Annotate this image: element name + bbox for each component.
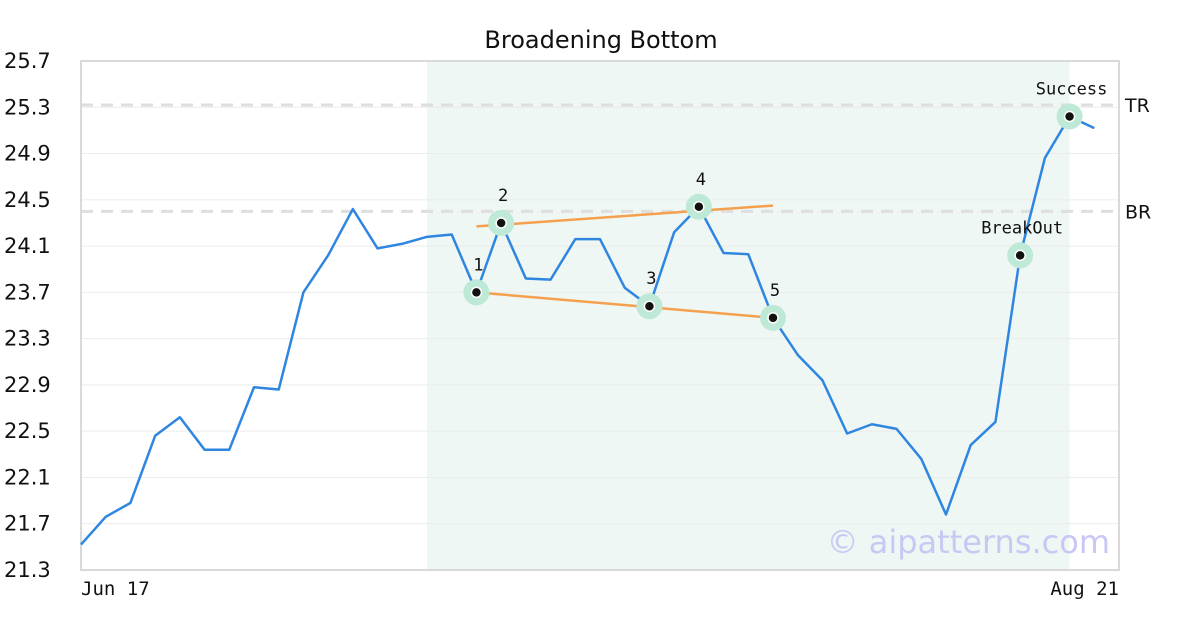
y-tick-label: 21.3 (4, 558, 51, 582)
watermark: © aipatterns.com (827, 523, 1110, 561)
trend-lines-layer (476, 204, 774, 320)
y-tick-label: 25.7 (4, 49, 51, 73)
y-tick-label: 23.7 (4, 280, 51, 304)
y-tick-label: 22.1 (4, 465, 51, 489)
y-tick-label: 25.3 (4, 95, 51, 119)
key-point-label: Success (1036, 80, 1108, 100)
x-tick-label: Aug 21 (1050, 578, 1119, 600)
key-point-label: 1 (473, 255, 483, 275)
y-tick-label: 22.5 (4, 419, 51, 443)
key-point-marker (1014, 249, 1026, 262)
key-point-marker (643, 300, 656, 312)
key-points-layer: 1 2 3 4 5 BreakOut Success (463, 80, 1107, 331)
y-tick-label: 24.9 (4, 142, 51, 166)
key-point-marker (693, 201, 705, 213)
key-point-marker (495, 217, 507, 229)
reference-label-tr: TR (1124, 95, 1150, 117)
key-point-marker (1063, 110, 1076, 123)
key-point-label: 3 (646, 269, 656, 289)
x-tick-label: Jun 17 (81, 578, 150, 600)
y-tick-label: 21.7 (4, 512, 51, 536)
series-layer (80, 115, 1095, 546)
chart-title: Broadening Bottom (484, 26, 717, 54)
y-axis-ticks: 21.3 21.7 22.1 22.5 22.9 23.3 23.7 24.1 24.5 24.9… (4, 49, 51, 582)
key-point-label: 2 (498, 186, 508, 206)
trend-line (476, 291, 774, 320)
trend-line (476, 204, 774, 228)
y-tick-label: 22.9 (4, 373, 51, 397)
x-axis-ticks: Jun 17 Aug 21 (81, 578, 1119, 600)
key-point-marker (470, 286, 483, 299)
grid-layer (81, 60, 1119, 571)
plot-frame (80, 60, 1120, 571)
key-point-label: 5 (770, 281, 780, 301)
y-tick-label: 23.3 (4, 327, 51, 351)
key-point-label: BreakOut (981, 218, 1063, 238)
key-point-label: 4 (696, 170, 706, 190)
price-series-line (80, 115, 1095, 546)
key-point-marker (767, 312, 779, 324)
reference-lines-layer: TR BR (81, 95, 1151, 223)
reference-label-br: BR (1125, 201, 1151, 223)
y-tick-label: 24.1 (4, 234, 51, 258)
y-tick-label: 24.5 (4, 188, 51, 212)
